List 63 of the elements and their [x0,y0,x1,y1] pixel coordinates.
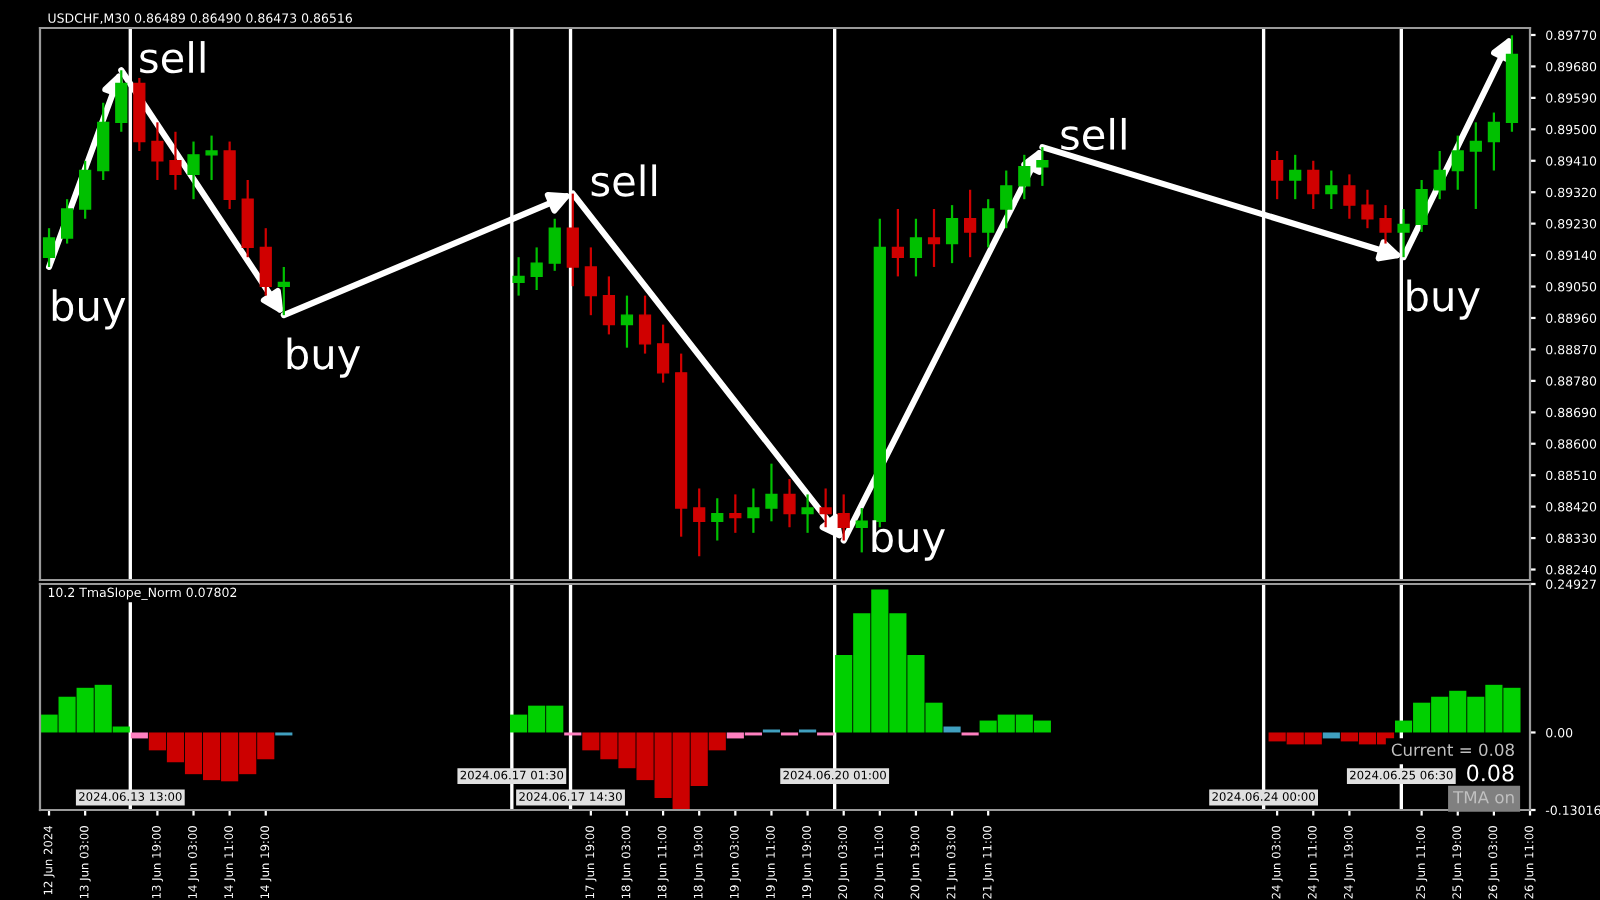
candlestick [1379,204,1392,245]
candlestick [1289,153,1302,201]
candlestick [927,207,941,269]
candlestick [277,265,290,317]
candlestick [205,134,218,182]
candlestick [1415,178,1428,234]
candlestick [1000,169,1013,230]
candlestick [945,204,959,265]
candlestick [1343,173,1356,220]
candlestick [42,227,56,269]
bar [1322,732,1340,739]
candlestick [151,121,164,182]
candlestick [891,207,904,278]
candlestick [1307,159,1320,211]
candlestick [79,159,92,220]
annotation: sell [1061,117,1126,151]
candlestick [693,487,706,558]
candlestick [1361,188,1374,230]
candlestick [729,493,742,534]
candlestick [1487,111,1500,172]
candlestick [711,497,724,542]
candlestick [638,294,652,355]
annotation: buy [1407,279,1480,320]
candlestick [1451,134,1464,191]
candlestick [1325,169,1338,211]
annotation: buy [287,337,361,378]
candlestick [765,462,778,523]
candlestick [602,275,616,336]
annotation: buy [52,289,126,330]
candlestick [115,69,128,133]
candlestick [783,477,796,529]
candlestick [656,323,670,384]
candlestick [801,493,814,534]
candlestick [1397,207,1410,259]
candlestick [512,256,525,297]
candlestick [747,487,760,534]
candlestick [169,130,182,191]
annotation: sell [140,41,205,74]
bar [130,732,148,739]
candlestick [584,246,597,317]
candlestick [620,294,634,349]
candlestick [819,487,832,529]
candlestick [60,198,74,245]
candlestick [909,217,923,278]
candlestick [530,246,543,292]
candlestick [837,493,850,542]
candlestick [1469,121,1482,211]
candlestick [982,198,995,249]
candlestick [855,506,868,554]
annotation: sell [591,164,657,197]
candlestick [1271,149,1284,201]
candlestick [566,192,579,288]
annotation: 0.08 [1467,764,1514,782]
candlestick [548,217,561,272]
candlestick [1018,153,1031,201]
annotation: buy [872,520,945,561]
candlestick [187,140,200,201]
annotation: TMA on [1453,791,1514,804]
candlestick [964,188,977,259]
candlestick [1036,146,1049,188]
candlestick [259,227,272,297]
annotation: Current = 0.08 [1391,743,1514,757]
candlestick [1433,149,1446,201]
